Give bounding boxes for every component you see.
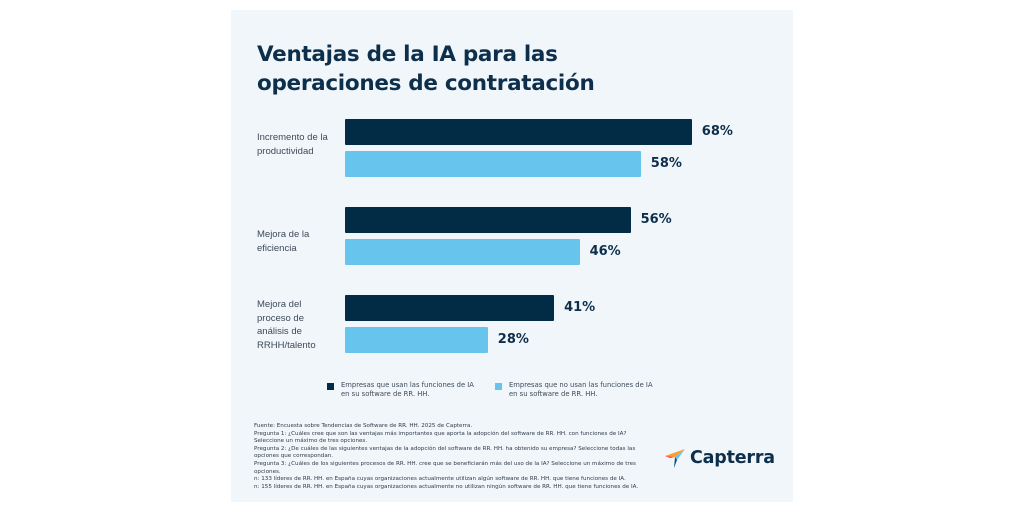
legend-label-line: Empresas que usan las funciones de IA <box>341 381 474 389</box>
bar-uses-ai <box>345 119 692 145</box>
category-label-line: productividad <box>257 145 314 157</box>
data-label: 58% <box>650 156 682 171</box>
legend-label-line: en su software de RR. HH. <box>341 390 430 398</box>
bar-no-ai <box>345 327 488 353</box>
bar-no-ai <box>345 239 580 265</box>
data-label: 68% <box>701 124 733 139</box>
legend-item-uses-ai: Empresas que usan las funciones de IA en… <box>327 381 491 399</box>
footnote-source: Fuente: Encuesta sobre Tendencias de Sof… <box>254 423 473 429</box>
title-line-1: Ventajas de la IA para las <box>257 42 558 67</box>
legend-label-line: en su software de RR. HH. <box>509 390 598 398</box>
category-label: Mejora de la eficiencia <box>257 228 347 255</box>
footnote-question-3: Pregunta 3: ¿Cuáles de los siguientes pr… <box>254 460 636 475</box>
legend-swatch-dark <box>327 383 334 390</box>
capterra-wordmark: Capterra <box>690 448 775 468</box>
category-label: Mejora del proceso de análisis de RRHH/tale… <box>257 298 347 352</box>
bar-no-ai <box>345 151 641 177</box>
category-label-line: Mejora de la <box>257 229 310 240</box>
capterra-arrow-icon <box>665 449 685 468</box>
data-label: 46% <box>589 244 621 259</box>
category-label-line: proceso de <box>257 312 305 324</box>
legend-label-line: Empresas que no usan las funciones de IA <box>509 381 653 389</box>
legend-label: Empresas que no usan las funciones de IA… <box>509 381 659 399</box>
footnote-sample-2: n: 155 líderes de RR. HH. en España cuya… <box>254 483 639 490</box>
data-label: 28% <box>497 332 529 347</box>
category-label-line: Incremento de la <box>257 132 328 143</box>
data-label: 56% <box>640 212 672 227</box>
category-label: Incremento de la productividad <box>257 131 347 158</box>
footnote-question-2: Pregunta 2: ¿De cuáles de las siguientes… <box>254 445 636 460</box>
chart-title: Ventajas de la IA para las operaciones d… <box>257 40 757 98</box>
data-label: 41% <box>564 300 596 315</box>
legend-item-no-ai: Empresas que no usan las funciones de IA… <box>495 381 659 399</box>
source-footnote: Fuente: Encuesta sobre Tendencias de Sof… <box>254 423 649 491</box>
footnote-sample-1: n: 133 líderes de RR. HH. en España cuya… <box>254 476 626 483</box>
infographic-card: Ventajas de la IA para las operaciones d… <box>231 10 793 502</box>
category-label-line: análisis de <box>257 326 302 337</box>
capterra-logo: Capterra <box>665 447 775 469</box>
category-label-line: eficiencia <box>257 242 297 254</box>
category-label-line: Mejora del <box>257 299 302 310</box>
footnote-question-1: Pregunta 1: ¿Cuáles cree que son las ven… <box>254 430 627 445</box>
bar-uses-ai <box>345 207 631 233</box>
legend-label: Empresas que usan las funciones de IA en… <box>341 381 491 399</box>
title-line-2: operaciones de contratación <box>257 71 595 96</box>
category-label-line: RRHH/talento <box>257 339 316 351</box>
legend-swatch-light <box>495 383 502 390</box>
bar-uses-ai <box>345 295 555 321</box>
